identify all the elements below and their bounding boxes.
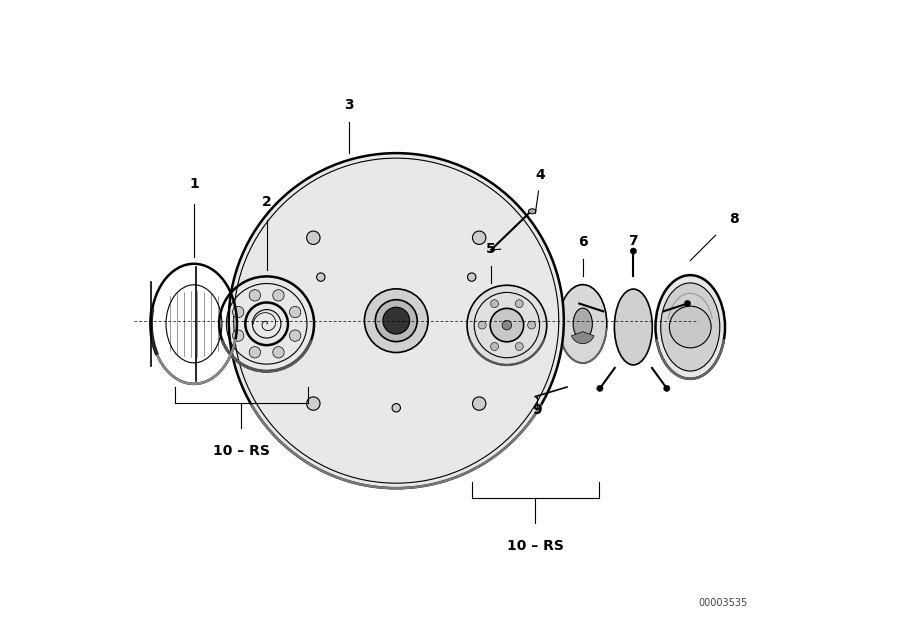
Text: 5: 5	[486, 241, 496, 255]
Circle shape	[467, 285, 546, 365]
Circle shape	[491, 309, 524, 342]
Circle shape	[472, 397, 486, 410]
Ellipse shape	[655, 275, 725, 379]
Text: 2: 2	[262, 195, 272, 209]
Circle shape	[229, 153, 563, 488]
Circle shape	[290, 330, 301, 341]
Circle shape	[478, 321, 486, 329]
Circle shape	[249, 290, 261, 301]
Text: 00003535: 00003535	[698, 598, 747, 608]
Circle shape	[684, 300, 690, 307]
Circle shape	[491, 300, 499, 308]
Text: 10 – RS: 10 – RS	[507, 538, 563, 553]
Circle shape	[392, 404, 400, 412]
Circle shape	[663, 385, 670, 392]
Circle shape	[670, 306, 711, 348]
Circle shape	[472, 231, 486, 244]
Circle shape	[290, 306, 301, 318]
Circle shape	[273, 290, 284, 301]
Circle shape	[232, 306, 244, 318]
Circle shape	[317, 273, 325, 281]
Circle shape	[597, 385, 603, 392]
Text: 10 – RS: 10 – RS	[213, 444, 270, 458]
Circle shape	[576, 300, 582, 307]
Text: 1: 1	[189, 177, 199, 191]
Circle shape	[516, 342, 523, 351]
Text: 3: 3	[344, 98, 354, 112]
Circle shape	[232, 330, 244, 341]
Text: 8: 8	[730, 212, 740, 226]
Wedge shape	[572, 331, 594, 344]
Text: 7: 7	[628, 234, 638, 248]
Text: 9: 9	[533, 403, 542, 417]
Ellipse shape	[364, 289, 428, 352]
Circle shape	[516, 300, 523, 308]
Circle shape	[467, 273, 476, 281]
Circle shape	[307, 231, 320, 244]
Circle shape	[307, 397, 320, 410]
Ellipse shape	[661, 283, 720, 371]
Ellipse shape	[375, 300, 418, 342]
Text: 4: 4	[535, 168, 544, 182]
Text: 6: 6	[578, 235, 588, 249]
Circle shape	[382, 307, 410, 334]
Circle shape	[527, 321, 536, 329]
Ellipse shape	[615, 289, 652, 365]
Circle shape	[502, 320, 512, 330]
Circle shape	[273, 347, 284, 358]
Circle shape	[530, 391, 541, 402]
Circle shape	[630, 248, 636, 254]
Ellipse shape	[573, 308, 592, 340]
Ellipse shape	[559, 284, 607, 363]
Circle shape	[249, 347, 261, 358]
Ellipse shape	[528, 209, 536, 214]
Circle shape	[491, 342, 499, 351]
